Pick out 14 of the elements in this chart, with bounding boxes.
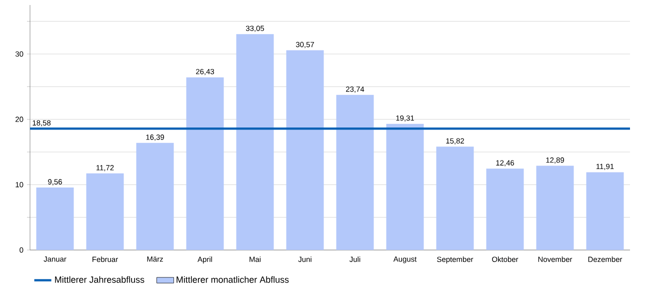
bar [336,94,374,250]
bar [386,124,424,250]
bar [436,146,474,250]
bar [536,166,574,250]
bar [236,34,274,250]
bar [86,173,124,250]
bar [36,188,74,250]
bar [586,172,624,250]
bar [486,168,524,250]
bar [136,142,174,250]
legend-label: Mittlerer monatlicher Abfluss [176,276,289,283]
bar [186,77,224,250]
bar [286,50,324,250]
legend-label: Mittlerer Jahresabfluss [55,276,144,283]
